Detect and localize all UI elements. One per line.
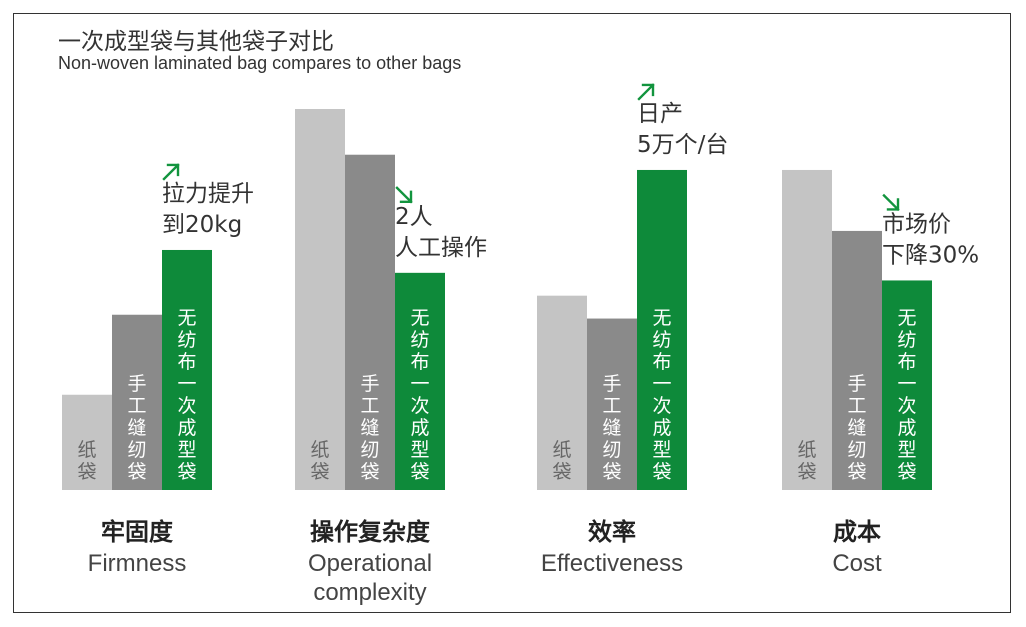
category-label-cn-3: 效率 <box>588 518 636 546</box>
annotation-text-1-2: 到20kg <box>162 212 242 238</box>
annotation-text-4-2: 下降30% <box>882 242 979 268</box>
annotation-text-2-2: 人工操作 <box>395 235 487 261</box>
annotation-text-3-2: 5万个/台 <box>637 132 728 158</box>
bar-sewn-2 <box>345 154 395 490</box>
bar-label-sewn-3: 手工缝纫袋 <box>602 373 621 483</box>
chart-subtitle: Non-woven laminated bag compares to othe… <box>58 53 462 73</box>
bar-paper-4 <box>782 169 832 490</box>
category-label-cn-4: 成本 <box>833 518 881 546</box>
bar-sewn-3 <box>587 318 637 490</box>
bar-nonwoven-2 <box>395 272 445 490</box>
category-label-cn-1: 牢固度 <box>101 518 174 546</box>
bar-label-nonwoven-1: 无纺布一次成型袋 <box>177 307 196 483</box>
bar-nonwoven-1 <box>162 249 212 490</box>
category-label-cn-2: 操作复杂度 <box>310 518 431 546</box>
annotation-text-2-1: 2人 <box>395 204 433 230</box>
bar-label-paper-3: 纸袋 <box>552 439 571 483</box>
bar-label-paper-2: 纸袋 <box>310 439 329 483</box>
up-right-icon <box>637 83 655 101</box>
bar-sewn-4 <box>832 230 882 491</box>
category-label-en-2-2: complexity <box>313 579 426 606</box>
bar-sewn-1 <box>112 314 162 490</box>
down-right-icon <box>395 186 413 204</box>
bar-label-nonwoven-3: 无纺布一次成型袋 <box>652 307 671 483</box>
annotation-text-3-1: 日产 <box>637 101 683 127</box>
category-label-en-4-1: Cost <box>832 550 882 577</box>
bar-label-nonwoven-2: 无纺布一次成型袋 <box>410 307 429 483</box>
bar-label-sewn-2: 手工缝纫袋 <box>360 373 379 483</box>
bar-label-paper-1: 纸袋 <box>77 439 96 483</box>
bar-paper-1 <box>62 394 112 490</box>
category-label-en-2-1: Operational <box>308 550 432 577</box>
bar-paper-2 <box>295 109 345 490</box>
annotation-text-1-1: 拉力提升 <box>162 181 254 207</box>
annotation-text-4-1: 市场价 <box>882 211 951 237</box>
bar-label-sewn-1: 手工缝纫袋 <box>127 373 146 483</box>
bar-label-nonwoven-4: 无纺布一次成型袋 <box>897 307 916 483</box>
bar-label-sewn-4: 手工缝纫袋 <box>847 373 866 483</box>
down-right-icon <box>882 193 900 212</box>
up-right-icon <box>162 163 180 181</box>
chart-title: 一次成型袋与其他袋子对比 <box>58 29 334 55</box>
category-label-en-1-1: Firmness <box>88 550 187 577</box>
bar-nonwoven-3 <box>637 169 687 490</box>
bar-label-paper-4: 纸袋 <box>797 439 816 483</box>
bar-paper-3 <box>537 295 587 490</box>
category-label-en-3-1: Effectiveness <box>541 550 683 577</box>
bar-nonwoven-4 <box>882 280 932 490</box>
